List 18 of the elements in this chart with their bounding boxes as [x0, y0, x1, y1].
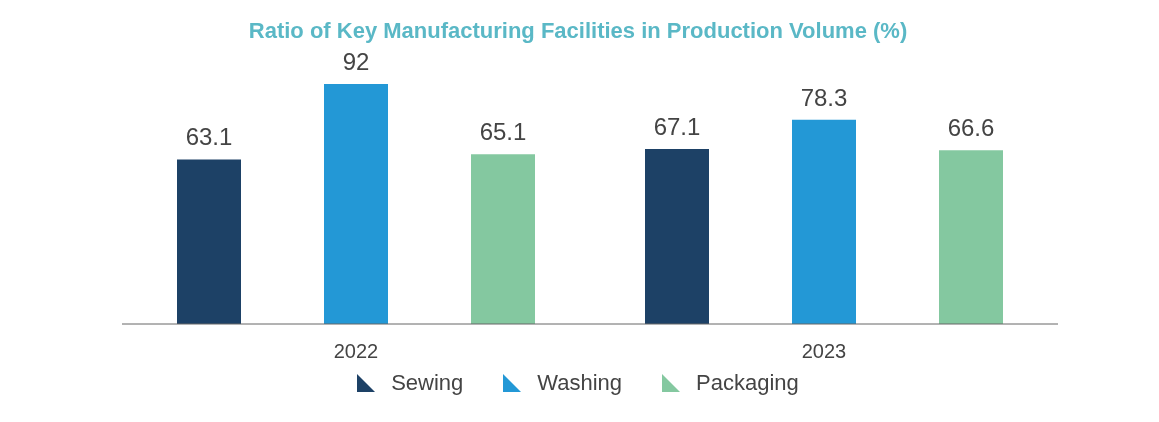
bar — [645, 148, 709, 324]
data-label: 67.1 — [653, 112, 701, 140]
data-label: 78.3 — [800, 83, 848, 111]
bar — [324, 84, 388, 324]
bar — [939, 150, 1003, 324]
data-label: 92 — [342, 48, 370, 75]
x-tick-label: 2022 — [333, 340, 379, 363]
bar — [792, 119, 856, 324]
bar — [177, 159, 241, 324]
legend-label: Washing — [536, 370, 623, 396]
data-label: 66.6 — [947, 114, 995, 142]
legend-label: Sewing — [390, 370, 464, 396]
x-tick-label: 2023 — [801, 340, 847, 363]
chart-title: Ratio of Key Manufacturing Facilities in Production Volume (%) — [247, 17, 909, 44]
bar — [471, 154, 535, 324]
data-label: 63.1 — [185, 123, 233, 151]
legend-label: Packaging — [695, 370, 799, 396]
data-label: 65.1 — [479, 118, 527, 146]
